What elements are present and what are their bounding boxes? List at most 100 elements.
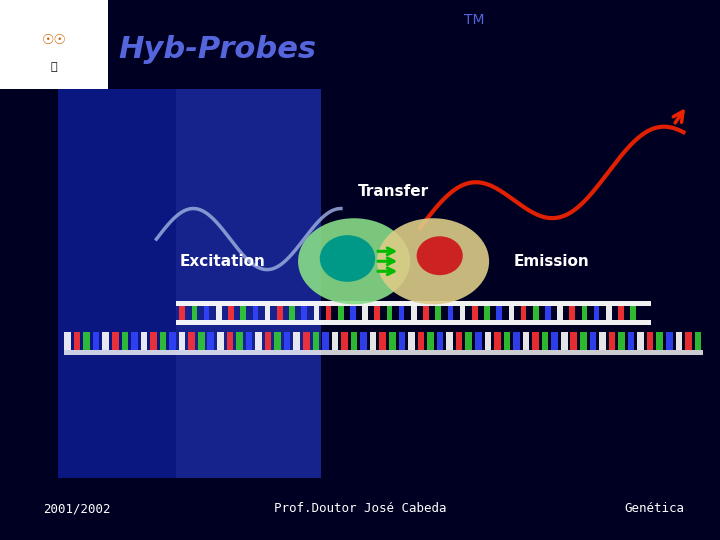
Bar — [472, 306, 477, 320]
Bar — [374, 306, 380, 320]
Bar — [64, 350, 703, 355]
Bar — [277, 306, 282, 320]
Bar — [408, 333, 415, 350]
Bar — [322, 333, 329, 350]
Bar — [618, 306, 624, 320]
Bar — [465, 333, 472, 350]
Bar — [599, 333, 606, 350]
Bar — [289, 306, 294, 320]
Bar — [460, 306, 465, 320]
Bar — [542, 333, 549, 350]
Bar — [192, 306, 197, 320]
Bar — [265, 333, 271, 350]
Bar — [189, 333, 195, 350]
Text: Excitation: Excitation — [179, 254, 265, 269]
Bar — [341, 333, 348, 350]
Bar — [590, 333, 596, 350]
Bar — [608, 333, 616, 350]
Text: TM: TM — [464, 12, 485, 26]
Bar — [198, 333, 204, 350]
Bar — [169, 333, 176, 350]
Bar — [695, 333, 701, 350]
Text: Prof.Doutor José Cabeda: Prof.Doutor José Cabeda — [274, 502, 446, 516]
Text: Emission: Emission — [514, 254, 590, 269]
Bar — [122, 333, 128, 350]
Bar — [216, 306, 222, 320]
Bar — [351, 333, 357, 350]
Bar — [513, 333, 520, 350]
Bar — [246, 333, 252, 350]
Circle shape — [417, 237, 463, 275]
Bar — [561, 333, 567, 350]
Bar — [508, 306, 514, 320]
Bar — [647, 333, 654, 350]
Bar — [350, 306, 356, 320]
Bar — [325, 306, 331, 320]
Bar — [685, 333, 692, 350]
Bar — [303, 333, 310, 350]
Bar — [496, 306, 502, 320]
Text: 📖: 📖 — [50, 62, 58, 72]
Ellipse shape — [298, 218, 410, 305]
Bar — [93, 333, 99, 350]
Bar — [582, 306, 588, 320]
Text: ☉☉: ☉☉ — [42, 33, 66, 47]
Bar — [446, 333, 453, 350]
Bar — [362, 306, 368, 320]
Bar — [427, 333, 433, 350]
Bar — [423, 306, 429, 320]
Bar — [675, 333, 682, 350]
Bar — [475, 333, 482, 350]
Bar — [140, 333, 147, 350]
Bar — [102, 333, 109, 350]
Ellipse shape — [377, 218, 489, 305]
Bar — [217, 333, 224, 350]
Bar — [594, 306, 600, 320]
Bar — [503, 333, 510, 350]
Bar — [545, 306, 551, 320]
Bar — [312, 333, 319, 350]
Bar — [666, 333, 672, 350]
Bar — [58, 89, 176, 478]
Bar — [227, 333, 233, 350]
Bar — [370, 333, 377, 350]
Bar — [456, 333, 462, 350]
Bar — [618, 333, 625, 350]
Circle shape — [320, 235, 375, 282]
Bar — [265, 306, 271, 320]
Bar — [580, 333, 587, 350]
Bar — [302, 306, 307, 320]
Bar — [179, 306, 185, 320]
Bar — [284, 333, 290, 350]
Bar — [150, 333, 157, 350]
Bar — [338, 306, 343, 320]
Bar — [112, 333, 119, 350]
Bar — [411, 306, 417, 320]
Bar — [313, 306, 319, 320]
Bar — [176, 320, 651, 325]
Bar — [533, 306, 539, 320]
Bar — [606, 306, 612, 320]
Bar — [399, 333, 405, 350]
Bar — [64, 333, 71, 350]
Bar — [557, 306, 563, 320]
Bar — [570, 306, 575, 320]
Bar — [570, 333, 577, 350]
Bar — [552, 333, 558, 350]
Bar — [631, 306, 636, 320]
Bar — [131, 333, 138, 350]
Bar — [179, 333, 186, 350]
Bar — [332, 333, 338, 350]
Bar — [160, 333, 166, 350]
Bar — [274, 333, 281, 350]
Text: Transfer: Transfer — [358, 184, 429, 199]
Bar — [0, 0, 108, 89]
Bar — [523, 333, 529, 350]
Bar — [360, 333, 367, 350]
Text: 2001/2002: 2001/2002 — [43, 502, 111, 516]
Bar — [240, 306, 246, 320]
Bar — [294, 333, 300, 350]
Bar — [387, 306, 392, 320]
Bar — [484, 306, 490, 320]
Bar — [521, 306, 526, 320]
